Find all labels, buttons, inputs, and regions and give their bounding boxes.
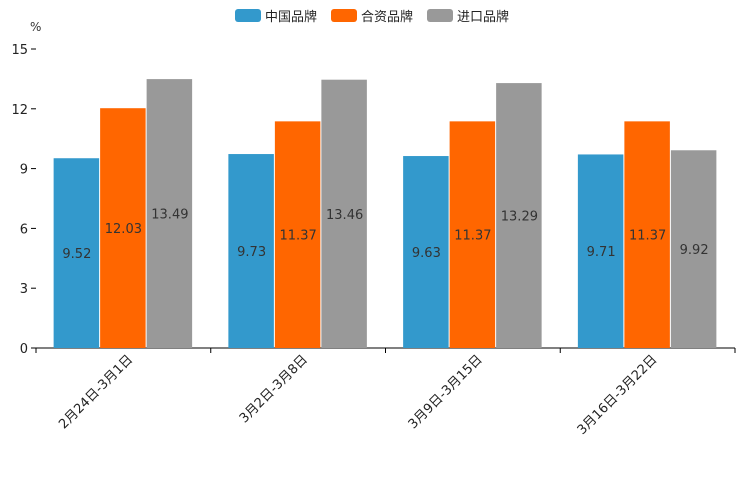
data-label-s1-c0: 12.03 [105,222,142,237]
x-tick-label-0: 2月24日-3月1日 [56,352,136,432]
y-tick-label-0: 0 [20,342,28,357]
data-label-s2-c1: 13.46 [326,208,363,223]
x-tick-label-1: 3月2日-3月8日 [237,352,311,426]
x-tick-label-3: 3月16日-3月22日 [575,352,661,438]
legend: 中国品牌 合资品牌 进口品牌 [0,6,744,25]
data-label-s0-c0: 9.52 [62,247,91,262]
bar-s0-c3 [577,154,624,348]
legend-label-china: 中国品牌 [264,10,317,25]
bar-s2-c2 [496,83,542,348]
legend-item-import[interactable]: 进口品牌 [427,6,509,25]
bar-s1-c1 [274,121,321,348]
bar-s1-c2 [449,121,496,348]
bar-s0-c2 [403,156,449,348]
bar-s2-c3 [670,150,717,348]
legend-swatch-china [234,9,261,22]
y-tick-label-4: 12 [11,103,28,118]
data-label-s0-c2: 9.63 [412,246,441,261]
bar-s1-c0 [100,108,146,349]
data-label-s1-c2: 11.37 [454,229,491,244]
data-label-s0-c1: 9.73 [237,245,266,260]
data-label-s2-c2: 13.29 [501,210,538,225]
y-tick-label-5: 15 [11,43,28,58]
legend-item-china[interactable]: 中国品牌 [234,6,317,25]
legend-swatch-import [427,9,453,22]
bar-s1-c3 [624,121,670,348]
data-label-s1-c1: 11.37 [280,229,317,244]
legend-swatch-jv [330,9,357,22]
legend-label-jv: 合资品牌 [360,10,413,25]
data-label-s2-c3: 9.92 [680,243,709,258]
x-tick-label-2: 3月9日-3月15日 [406,352,486,432]
legend-label-import: 进口品牌 [457,10,510,25]
y-tick-label-1: 3 [20,282,28,297]
bar-s2-c0 [146,79,193,348]
bar-s2-c1 [321,79,367,349]
y-axis-unit: % [30,20,42,34]
bar-s0-c0 [53,158,100,348]
data-label-s2-c0: 13.49 [151,208,188,223]
data-label-s1-c3: 11.37 [629,229,666,244]
bar-s0-c1 [228,154,274,348]
data-label-s0-c3: 9.71 [587,245,616,260]
y-tick-label-2: 6 [20,222,28,237]
y-tick-label-3: 9 [20,163,28,178]
legend-item-jv[interactable]: 合资品牌 [330,6,413,25]
